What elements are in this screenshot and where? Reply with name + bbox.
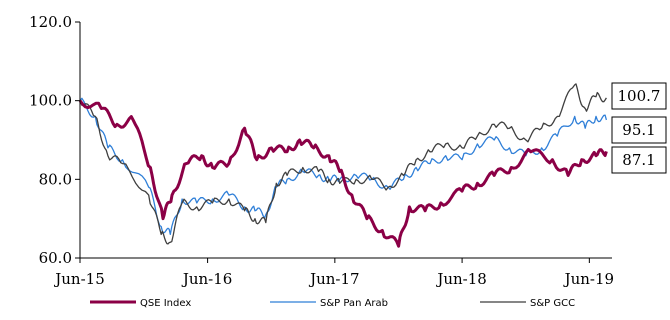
end-value-label: 95.1 bbox=[622, 121, 655, 139]
x-tick-label: Jun-18 bbox=[435, 270, 487, 288]
x-tick-label: Jun-17 bbox=[308, 270, 360, 288]
series-layer bbox=[78, 83, 608, 248]
end-value-label: 87.1 bbox=[622, 151, 655, 169]
series-line-qse-index bbox=[78, 99, 608, 248]
end-label-box bbox=[611, 116, 667, 144]
legend-label: S&P Pan Arab bbox=[320, 298, 388, 309]
y-axis-ticks: 60.0 80.0 100.0 120.0 bbox=[29, 13, 80, 267]
x-tick-label: Jun-16 bbox=[181, 270, 233, 288]
legend-label: QSE Index bbox=[140, 298, 191, 309]
y-tick-label: 100.0 bbox=[29, 92, 72, 110]
y-tick-label: 80.0 bbox=[39, 170, 72, 188]
x-axis-ticks: Jun-15 Jun-16 Jun-17 Jun-18 Jun-19 bbox=[53, 258, 614, 288]
end-value-labels: 100.7 95.1 87.1 bbox=[611, 82, 667, 174]
y-tick-label: 120.0 bbox=[29, 13, 72, 31]
x-tick-label: Jun-19 bbox=[563, 270, 615, 288]
x-tick-label: Jun-15 bbox=[53, 270, 105, 288]
series-line-s-p-gcc bbox=[79, 83, 607, 245]
legend-label: S&P GCC bbox=[530, 298, 575, 309]
end-label-box bbox=[611, 146, 667, 174]
y-tick-label: 60.0 bbox=[39, 249, 72, 267]
end-label-box bbox=[611, 82, 667, 110]
legend: QSE Index S&P Pan Arab S&P GCC bbox=[90, 298, 575, 309]
series-line-s-p-pan-arab bbox=[79, 97, 608, 236]
end-value-label: 100.7 bbox=[618, 87, 661, 105]
